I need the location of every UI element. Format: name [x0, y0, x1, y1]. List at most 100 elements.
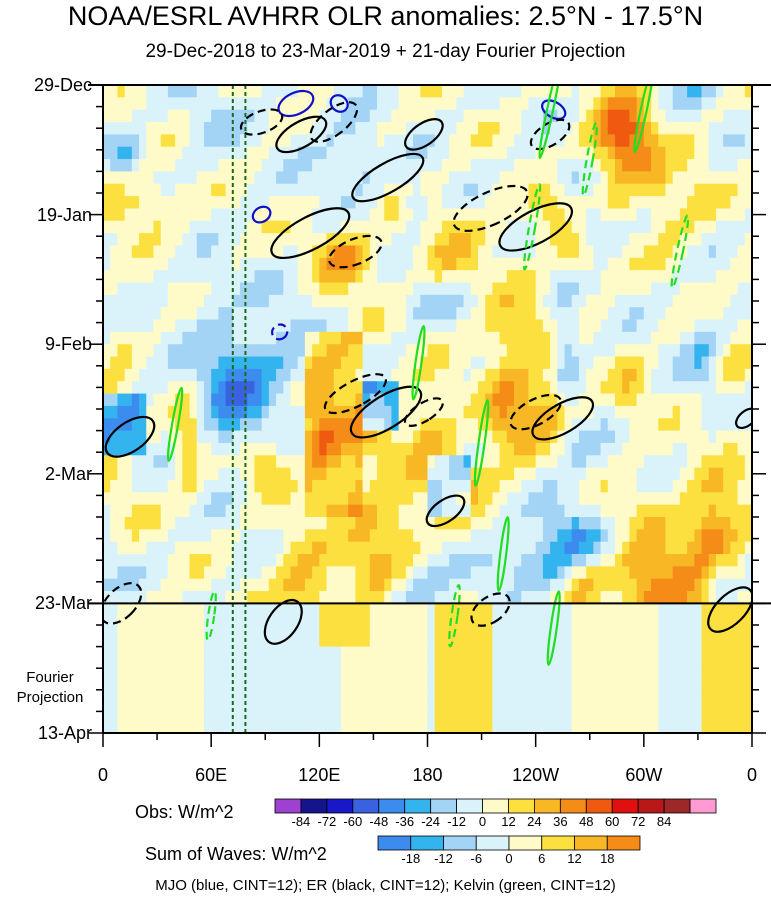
field-cell — [362, 467, 371, 481]
field-cell — [218, 122, 226, 135]
field-cell — [203, 109, 212, 123]
field-cell — [506, 554, 515, 567]
field-cell — [441, 591, 450, 604]
field-cell — [643, 368, 652, 382]
field-cell — [254, 368, 263, 382]
field-cell — [744, 554, 752, 567]
field-cell — [614, 591, 623, 604]
field-cell — [658, 233, 666, 246]
field-cell — [622, 319, 630, 333]
field-cell — [434, 233, 443, 246]
field-cell — [636, 467, 645, 481]
field-cell — [485, 270, 493, 283]
field-cell — [528, 430, 537, 444]
field-cell — [477, 282, 486, 296]
field-cell — [312, 282, 320, 296]
field-cell — [276, 591, 284, 604]
field-cell — [261, 541, 270, 555]
field-cell — [651, 591, 659, 604]
field-cell — [542, 183, 551, 197]
field-cell — [110, 109, 118, 123]
projection-cell — [110, 625, 118, 647]
colorbar-tick-label: 6 — [538, 851, 546, 866]
projection-cell — [622, 668, 630, 691]
field-cell — [240, 492, 248, 506]
field-cell — [405, 257, 414, 271]
field-cell — [658, 171, 666, 185]
projection-cell — [153, 603, 162, 626]
field-cell — [139, 393, 147, 407]
field-cell — [139, 517, 147, 530]
field-cell — [607, 294, 616, 308]
field-cell — [384, 479, 392, 493]
field-cell — [146, 134, 154, 148]
projection-cell — [232, 689, 241, 712]
field-cell — [723, 257, 731, 271]
field-cell — [434, 504, 443, 518]
field-cell — [463, 196, 472, 209]
field-cell — [312, 183, 320, 197]
field-cell — [607, 134, 616, 148]
field-cell — [326, 467, 335, 481]
field-cell — [687, 319, 695, 333]
field-cell — [528, 529, 537, 543]
field-cell — [723, 430, 731, 444]
field-cell — [492, 504, 501, 518]
field-cell — [167, 578, 176, 592]
field-cell — [434, 344, 443, 357]
field-cell — [160, 85, 169, 98]
field-cell — [463, 504, 472, 518]
field-cell — [542, 479, 551, 493]
field-cell — [485, 418, 493, 431]
field-cell — [629, 368, 638, 382]
field-cell — [218, 591, 226, 604]
field-cell — [499, 356, 508, 370]
field-cell — [564, 418, 573, 431]
field-cell — [340, 541, 349, 555]
field-cell — [297, 294, 306, 308]
field-cell — [542, 85, 551, 98]
field-cell — [456, 134, 464, 148]
field-cell — [701, 529, 710, 543]
field-cell — [744, 541, 752, 555]
field-cell — [535, 344, 544, 357]
field-cell — [434, 183, 443, 197]
field-cell — [240, 85, 248, 98]
field-cell — [600, 257, 609, 271]
field-cell — [377, 171, 385, 185]
field-cell — [167, 381, 176, 394]
field-cell — [672, 270, 681, 283]
field-cell — [268, 393, 277, 407]
field-cell — [737, 554, 746, 567]
field-cell — [571, 307, 580, 320]
field-cell — [528, 356, 537, 370]
field-cell — [160, 381, 169, 394]
field-cell — [218, 393, 226, 407]
field-cell — [701, 368, 710, 382]
field-cell — [528, 541, 537, 555]
field-cell — [312, 541, 320, 555]
field-cell — [232, 270, 241, 283]
field-cell — [413, 578, 421, 592]
field-cell — [723, 529, 731, 543]
projection-cell — [514, 689, 522, 712]
field-cell — [687, 146, 695, 160]
field-cell — [506, 208, 515, 222]
field-cell — [283, 307, 291, 320]
field-cell — [355, 368, 363, 382]
field-cell — [701, 245, 710, 259]
projection-cell — [636, 711, 645, 733]
field-cell — [247, 430, 255, 444]
field-cell — [319, 356, 327, 370]
field-cell — [557, 319, 565, 333]
field-cell — [463, 319, 472, 333]
projection-cell — [651, 689, 659, 712]
projection-cell — [557, 646, 565, 669]
field-cell — [658, 183, 666, 197]
field-cell — [153, 405, 162, 419]
field-cell — [333, 504, 342, 518]
field-cell — [333, 146, 342, 160]
field-cell — [708, 257, 717, 271]
field-cell — [578, 344, 587, 357]
field-cell — [629, 393, 638, 407]
